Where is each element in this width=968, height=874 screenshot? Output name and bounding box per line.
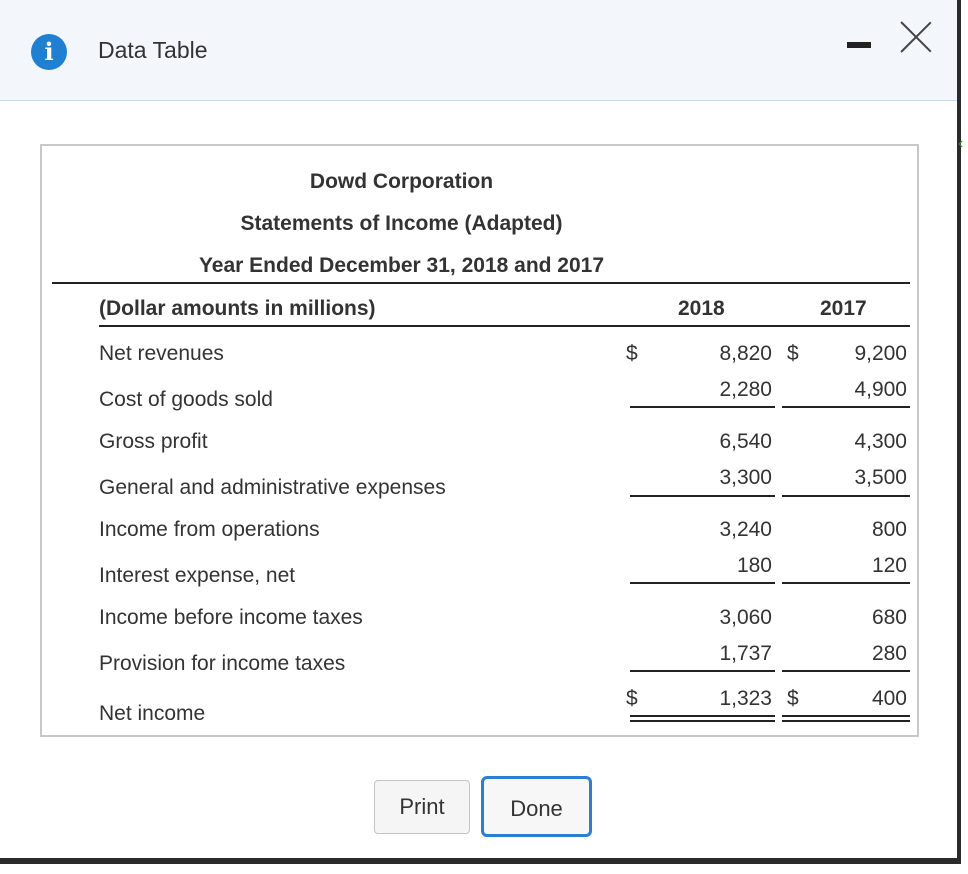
- total-double-rule: [782, 715, 910, 717]
- row-label: Net income: [99, 702, 206, 725]
- value-2017: 680: [871, 606, 907, 629]
- value-2018: 2,280: [719, 378, 772, 401]
- total-double-rule: [630, 720, 775, 722]
- done-button[interactable]: Done: [481, 776, 592, 837]
- subtotal-rule: [782, 670, 910, 672]
- subtotal-rule: [782, 582, 910, 584]
- value-2018: 8,820: [719, 342, 772, 365]
- column-header-2018: 2018: [678, 297, 725, 320]
- value-2017: 800: [871, 518, 907, 541]
- info-icon: i: [31, 34, 67, 70]
- chevron-left-icon: ‹: [958, 135, 964, 152]
- minimize-icon[interactable]: [847, 42, 871, 48]
- row-label: Income from operations: [99, 518, 320, 541]
- value-2017: 9,200: [854, 342, 907, 365]
- value-2018: 3,060: [719, 606, 772, 629]
- statement-period: Year Ended December 31, 2018 and 2017: [198, 254, 605, 277]
- subtotal-rule: [782, 495, 910, 497]
- dialog-titlebar: i Data Table: [0, 0, 957, 101]
- total-double-rule: [630, 715, 775, 717]
- subtotal-rule: [630, 495, 775, 497]
- value-2018: 3,300: [719, 466, 772, 489]
- currency-symbol: $: [626, 687, 638, 710]
- dialog-title: Data Table: [98, 37, 208, 63]
- row-label: Provision for income taxes: [99, 652, 346, 675]
- subtotal-rule: [782, 406, 910, 408]
- row-label: Income before income taxes: [99, 606, 363, 629]
- units-label: (Dollar amounts in millions): [99, 297, 376, 320]
- print-button[interactable]: Print: [374, 780, 470, 834]
- value-2017: 280: [871, 642, 907, 665]
- value-2018: 6,540: [719, 430, 772, 453]
- row-label: Gross profit: [99, 430, 208, 453]
- row-label: Net revenues: [99, 342, 224, 365]
- row-label: Cost of goods sold: [99, 388, 273, 411]
- company-name: Dowd Corporation: [309, 170, 494, 193]
- subtotal-rule: [630, 670, 775, 672]
- currency-symbol: $: [787, 342, 799, 365]
- statement-name: Statements of Income (Adapted): [240, 212, 563, 235]
- value-2017: 4,900: [854, 378, 907, 401]
- column-header-2017: 2017: [820, 297, 867, 320]
- value-2018: 3,240: [719, 518, 772, 541]
- subtotal-rule: [630, 582, 775, 584]
- header-rule-top: [52, 282, 910, 284]
- row-label: General and administrative expenses: [99, 476, 446, 499]
- currency-symbol: $: [626, 342, 638, 365]
- total-double-rule: [782, 720, 910, 722]
- value-2018: 1,323: [719, 687, 772, 710]
- value-2017: 400: [871, 687, 907, 710]
- income-statement-panel: Dowd Corporation Statements of Income (A…: [40, 144, 919, 737]
- header-rule-bottom: [99, 325, 910, 327]
- value-2018: 180: [736, 554, 772, 577]
- value-2017: 4,300: [854, 430, 907, 453]
- value-2017: 3,500: [854, 466, 907, 489]
- close-icon[interactable]: [899, 20, 933, 54]
- currency-symbol: $: [787, 687, 799, 710]
- subtotal-rule: [630, 406, 775, 408]
- value-2017: 120: [871, 554, 907, 577]
- value-2018: 1,737: [719, 642, 772, 665]
- row-label: Interest expense, net: [99, 564, 296, 587]
